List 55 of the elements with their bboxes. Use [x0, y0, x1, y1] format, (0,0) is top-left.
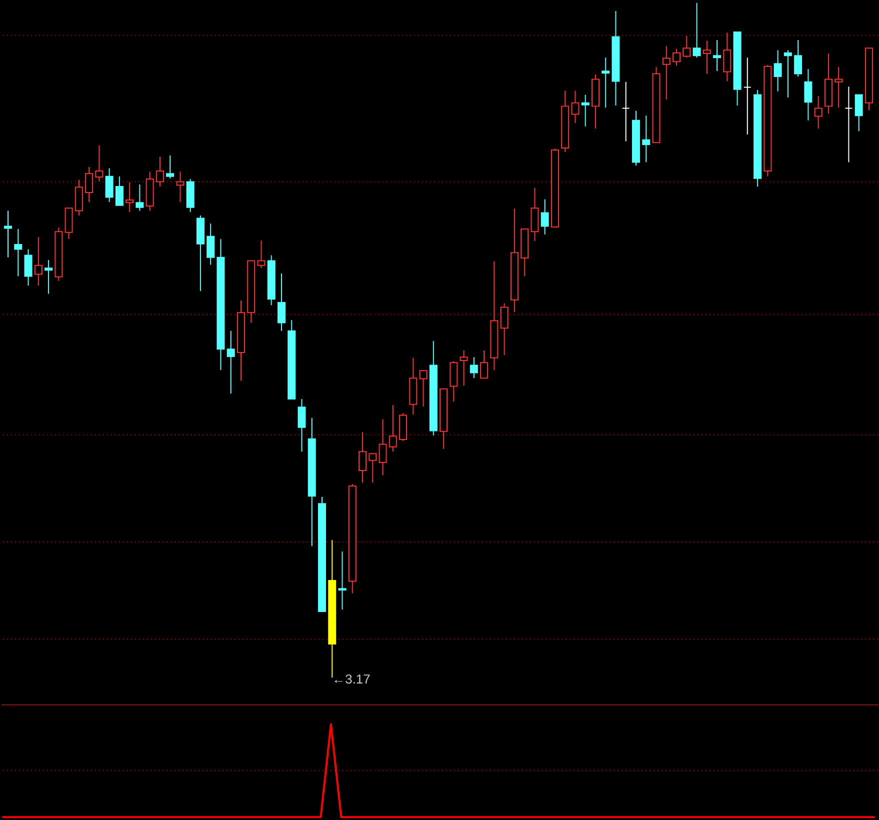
- candlestick: [571, 90, 580, 124]
- candlestick: [34, 236, 42, 286]
- candlestick: [672, 48, 681, 66]
- candlestick: [530, 187, 539, 242]
- candlestick: [226, 330, 235, 394]
- candlestick: [4, 210, 12, 258]
- candlestick: [682, 36, 691, 58]
- candlestick: [540, 198, 549, 235]
- candlestick: [662, 46, 670, 100]
- candlestick: [834, 66, 843, 108]
- candlestick: [378, 418, 387, 476]
- candlestick: [794, 40, 802, 77]
- candlestick: [176, 171, 184, 202]
- candlestick: [298, 398, 306, 452]
- candlestick: [166, 154, 174, 179]
- candlestick: [854, 94, 863, 132]
- candlestick: [500, 302, 508, 356]
- annotation: ←3.17: [332, 672, 370, 687]
- candlestick: [85, 166, 94, 202]
- candlestick: [257, 240, 266, 269]
- candlestick: [278, 273, 286, 332]
- candlestick: [804, 68, 812, 121]
- candlestick: [460, 350, 468, 386]
- candlestick: [388, 404, 397, 452]
- candlestick: [206, 223, 215, 266]
- candlestick: [105, 168, 114, 202]
- candlestick: [95, 144, 104, 182]
- candlestick: [156, 156, 164, 187]
- candlestick: [723, 32, 732, 82]
- candlestick: [136, 184, 144, 212]
- candlestick: [358, 432, 367, 484]
- candlestick: [24, 248, 32, 286]
- candlestick: [844, 86, 853, 163]
- candlestick: [692, 2, 701, 58]
- candlestick: [784, 50, 792, 98]
- candlestick: [338, 551, 346, 610]
- candlestick: [702, 40, 711, 74]
- candlestick: [115, 176, 124, 206]
- candlestick: [602, 57, 610, 108]
- candlestick: [14, 228, 22, 277]
- candlestick: [44, 260, 53, 294]
- candlestick: [74, 179, 83, 216]
- candlestick: [774, 50, 782, 92]
- candlestick: [480, 350, 488, 379]
- candlestick: [470, 356, 478, 379]
- candlestick: [126, 182, 134, 213]
- candlestick: [622, 81, 630, 142]
- candlestick: [642, 115, 650, 163]
- candlestick: [581, 94, 590, 127]
- candlestick: [368, 452, 377, 484]
- candlestick: [713, 40, 722, 72]
- candlestick: [450, 360, 458, 402]
- candlestick: [743, 57, 752, 136]
- candlestick: [814, 96, 822, 129]
- candlestick: [419, 370, 428, 407]
